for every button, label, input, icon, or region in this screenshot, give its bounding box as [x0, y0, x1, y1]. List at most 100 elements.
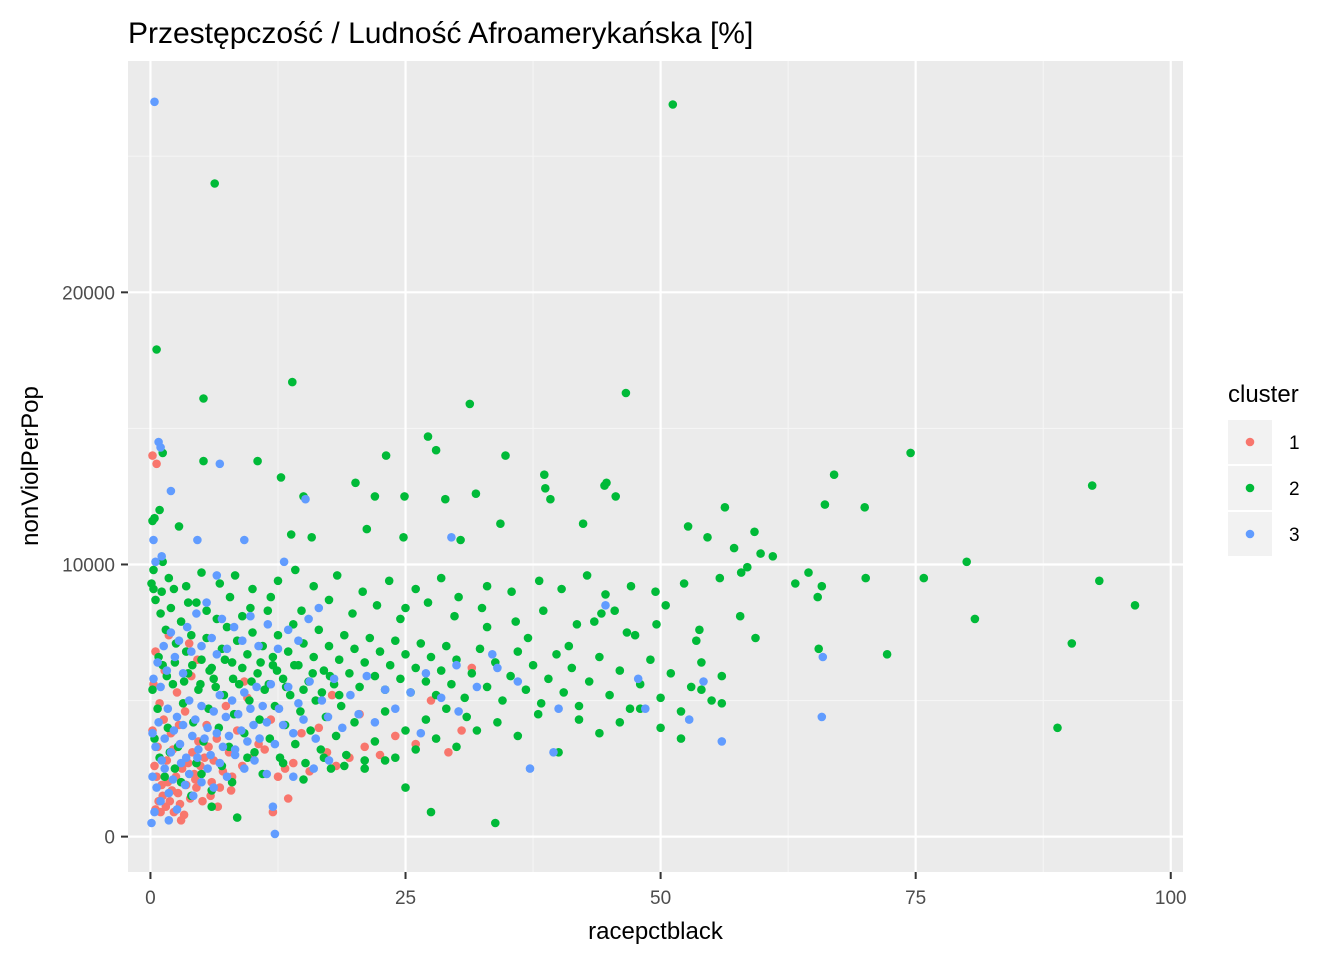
data-point-cluster-2	[209, 674, 218, 684]
data-point-cluster-1	[184, 639, 194, 648]
x-axis: 0 25 50 75 100	[145, 872, 1187, 909]
data-point-cluster-2	[482, 622, 492, 632]
data-point-cluster-2	[211, 682, 220, 692]
data-point-cluster-2	[291, 739, 300, 749]
data-point-cluster-2	[625, 704, 635, 713]
data-point-cluster-2	[319, 666, 329, 675]
data-point-cluster-2	[168, 679, 178, 689]
data-point-cluster-2	[391, 636, 400, 645]
data-point-cluster-2	[156, 609, 165, 618]
data-point-cluster-2	[717, 699, 727, 708]
data-point-cluster-3	[240, 688, 249, 697]
data-point-cluster-2	[697, 658, 706, 667]
data-point-cluster-2	[334, 690, 344, 700]
data-point-cluster-2	[197, 769, 206, 779]
data-point-cluster-3	[299, 715, 308, 724]
data-point-cluster-2	[228, 674, 238, 684]
data-point-cluster-2	[511, 617, 520, 626]
data-point-cluster-3	[317, 696, 327, 705]
data-point-cluster-2	[215, 579, 225, 588]
data-point-cluster-3	[222, 644, 232, 654]
data-point-cluster-3	[203, 723, 212, 733]
data-point-cluster-2	[533, 709, 543, 719]
data-point-cluster-2	[230, 571, 240, 580]
data-point-cluster-2	[317, 688, 327, 697]
data-point-cluster-1	[213, 802, 223, 811]
data-point-cluster-2	[345, 669, 354, 678]
data-point-cluster-3	[166, 748, 176, 757]
data-point-cluster-2	[452, 742, 461, 752]
data-point-cluster-2	[153, 704, 162, 713]
data-point-cluster-2	[652, 620, 661, 629]
data-point-cluster-3	[270, 739, 280, 749]
data-point-cluster-3	[243, 737, 252, 746]
data-point-cluster-2	[183, 598, 193, 607]
data-point-cluster-2	[1053, 723, 1062, 733]
data-point-cluster-3	[252, 682, 261, 692]
data-point-cluster-1	[226, 786, 236, 795]
data-point-cluster-3	[212, 571, 222, 580]
data-point-cluster-2	[472, 726, 482, 735]
data-point-cluster-3	[289, 772, 298, 781]
data-point-cluster-2	[256, 658, 265, 667]
data-point-cluster-2	[423, 432, 433, 441]
data-point-cluster-2	[227, 777, 237, 787]
chart-title: Przestępczość / Ludność Afroamerykańska …	[128, 17, 753, 50]
data-point-cluster-3	[187, 647, 196, 656]
data-point-cluster-2	[360, 658, 370, 667]
legend-marker-3	[1245, 529, 1255, 539]
data-point-cluster-2	[441, 494, 450, 504]
data-point-cluster-2	[436, 573, 446, 583]
data-point-cluster-3	[233, 709, 243, 719]
data-point-cluster-3	[240, 764, 249, 773]
data-point-cluster-2	[250, 748, 259, 757]
data-point-cluster-2	[248, 584, 257, 594]
data-point-cluster-2	[205, 666, 214, 675]
data-point-cluster-2	[148, 516, 157, 526]
legend-label-1: 1	[1289, 433, 1300, 454]
data-point-cluster-3	[633, 674, 643, 684]
data-point-cluster-3	[227, 696, 237, 705]
data-point-cluster-1	[180, 707, 190, 716]
data-point-cluster-2	[686, 682, 696, 692]
data-point-cluster-2	[350, 644, 359, 654]
data-point-cluster-2	[736, 568, 746, 577]
data-point-cluster-3	[222, 772, 232, 781]
data-point-cluster-2	[590, 617, 599, 626]
data-point-cluster-2	[666, 669, 676, 678]
data-point-cluster-2	[421, 715, 431, 724]
data-point-cluster-3	[170, 652, 180, 662]
data-point-cluster-3	[283, 682, 293, 692]
data-point-cluster-2	[170, 764, 180, 773]
data-point-cluster-1	[457, 726, 466, 735]
data-point-cluster-2	[630, 630, 640, 640]
data-point-cluster-3	[150, 97, 159, 107]
data-point-cluster-3	[160, 734, 169, 743]
data-point-cluster-3	[472, 682, 482, 692]
data-point-cluster-2	[513, 731, 523, 741]
data-point-cluster-1	[283, 794, 293, 803]
data-point-cluster-3	[684, 715, 694, 724]
data-point-cluster-2	[380, 756, 390, 765]
data-point-cluster-2	[541, 484, 550, 493]
y-axis-title: nonViolPerPop	[17, 386, 44, 546]
data-point-cluster-3	[818, 652, 828, 662]
data-point-cluster-2	[768, 552, 778, 561]
data-point-cluster-2	[491, 818, 500, 828]
data-point-cluster-2	[450, 611, 459, 621]
data-point-cluster-2	[384, 576, 394, 586]
data-point-cluster-3	[370, 718, 380, 727]
data-point-cluster-3	[160, 764, 169, 773]
data-point-cluster-2	[340, 761, 349, 771]
data-point-cluster-2	[720, 503, 730, 512]
data-point-cluster-2	[375, 647, 385, 656]
data-point-cluster-3	[416, 728, 426, 738]
data-point-cluster-2	[621, 388, 631, 398]
data-point-cluster-3	[279, 557, 289, 567]
data-point-cluster-2	[656, 693, 665, 703]
data-point-cluster-2	[477, 603, 487, 613]
data-point-cluster-2	[278, 758, 288, 768]
data-point-cluster-2	[207, 802, 216, 811]
data-point-cluster-3	[218, 742, 228, 752]
